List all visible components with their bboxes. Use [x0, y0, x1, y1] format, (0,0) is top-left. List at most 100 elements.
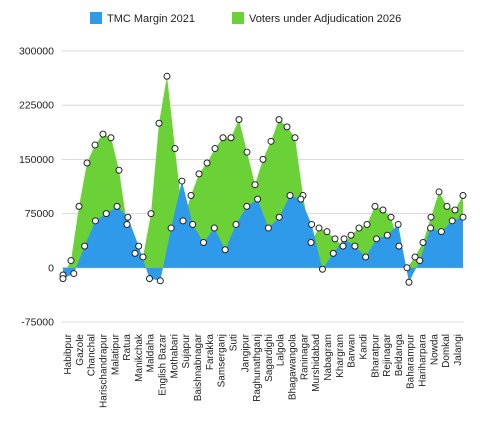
y-axis-ticks: -75000 0 75000 150000 225000 300000 [19, 46, 54, 329]
legend-label: TMC Margin 2021 [107, 13, 195, 25]
data-point [59, 275, 67, 283]
legend-item: TMC Margin 2021 [90, 12, 195, 25]
x-category-label: Harischandrapur [99, 333, 110, 408]
x-category-label: Lalgola [276, 334, 287, 367]
data-point [147, 210, 155, 218]
legend-item: Voters under Adjudication 2026 [232, 12, 401, 25]
data-point [318, 265, 326, 273]
y-tick-label: 225000 [19, 100, 54, 112]
data-point [155, 119, 163, 127]
plot-area [63, 76, 463, 283]
data-point [210, 224, 218, 232]
data-point [419, 239, 427, 247]
data-point [286, 192, 294, 200]
x-category-label: English Bazar [158, 333, 169, 395]
x-category-label: Farakka [205, 334, 216, 371]
data-point [124, 213, 132, 221]
data-point [203, 159, 211, 167]
data-point [340, 235, 348, 243]
data-point [307, 239, 315, 247]
data-point [115, 166, 123, 174]
data-point [167, 224, 175, 232]
data-point [195, 170, 203, 178]
x-category-label: Gazole [75, 334, 86, 366]
data-point [221, 246, 229, 254]
data-point [267, 137, 275, 145]
x-category-label: Nowda [429, 334, 440, 366]
y-tick-label: 75000 [25, 208, 54, 220]
data-point [70, 270, 78, 278]
x-category-label: Nabagram [323, 334, 334, 381]
x-category-label: Domkal [441, 334, 452, 368]
legend: TMC Margin 2021 Voters under Adjudication… [90, 12, 401, 25]
y-tick-label: 150000 [19, 154, 54, 166]
data-point [135, 242, 143, 250]
data-point [435, 188, 443, 196]
data-point [383, 231, 391, 239]
data-point [67, 257, 75, 265]
data-point [427, 224, 435, 232]
data-point [275, 213, 283, 221]
x-category-label: Baharampur [406, 333, 417, 389]
data-point [131, 249, 139, 257]
data-point [347, 231, 355, 239]
data-point [427, 213, 435, 221]
data-point [139, 253, 147, 261]
data-point [99, 130, 107, 138]
data-point [443, 202, 451, 210]
data-point [75, 202, 83, 210]
data-point [291, 134, 299, 142]
x-category-label: Suti [229, 334, 240, 351]
data-point [411, 253, 419, 261]
data-point [211, 145, 219, 153]
x-category-label: Raninagar [299, 333, 310, 380]
x-category-label: Chanchal [87, 334, 98, 376]
x-category-label: Sagardighi [264, 334, 275, 382]
x-category-label: Malatipur [110, 333, 121, 375]
data-point [339, 242, 347, 250]
x-category-label: Beldanga [394, 334, 405, 377]
data-point [416, 257, 424, 265]
x-category-label: Barwan [347, 334, 358, 368]
data-point [451, 206, 459, 214]
data-point [275, 116, 283, 124]
legend-swatch [90, 12, 102, 24]
data-point [387, 213, 395, 221]
data-point [308, 220, 316, 228]
series-area [63, 76, 463, 276]
data-point [459, 192, 467, 200]
data-point [379, 206, 387, 214]
x-category-label: Jalangi [453, 334, 464, 366]
data-point [219, 134, 227, 142]
x-category-label: Hariharpara [418, 334, 429, 387]
x-category-label: Khargram [335, 334, 346, 378]
data-point [403, 264, 411, 272]
data-point [315, 224, 323, 232]
data-point [459, 213, 467, 221]
data-point [323, 228, 331, 236]
y-tick-label: 300000 [19, 46, 54, 58]
data-point [189, 220, 197, 228]
x-category-label: Manikchak [134, 333, 145, 382]
data-point [297, 195, 305, 203]
data-point [123, 220, 131, 228]
x-category-label: Maldaha [146, 334, 157, 373]
x-category-label: Bharatpur [370, 333, 381, 378]
y-tick-label: -75000 [21, 317, 54, 329]
x-category-label: Bhagawangola [288, 334, 299, 401]
data-point [394, 220, 402, 228]
x-category-label: Kandi [359, 334, 370, 360]
data-point [373, 235, 381, 243]
data-point [351, 242, 359, 250]
legend-label: Voters under Adjudication 2026 [249, 13, 401, 25]
x-category-label: Ratua [122, 334, 133, 361]
data-point [91, 217, 99, 225]
data-point [395, 242, 403, 250]
data-point [91, 141, 99, 149]
data-point [227, 134, 235, 142]
data-point [363, 220, 371, 228]
data-point [83, 159, 91, 167]
x-category-label: Jangipur [240, 333, 251, 372]
data-point [254, 195, 262, 203]
x-category-label: Mothabari [169, 334, 180, 378]
